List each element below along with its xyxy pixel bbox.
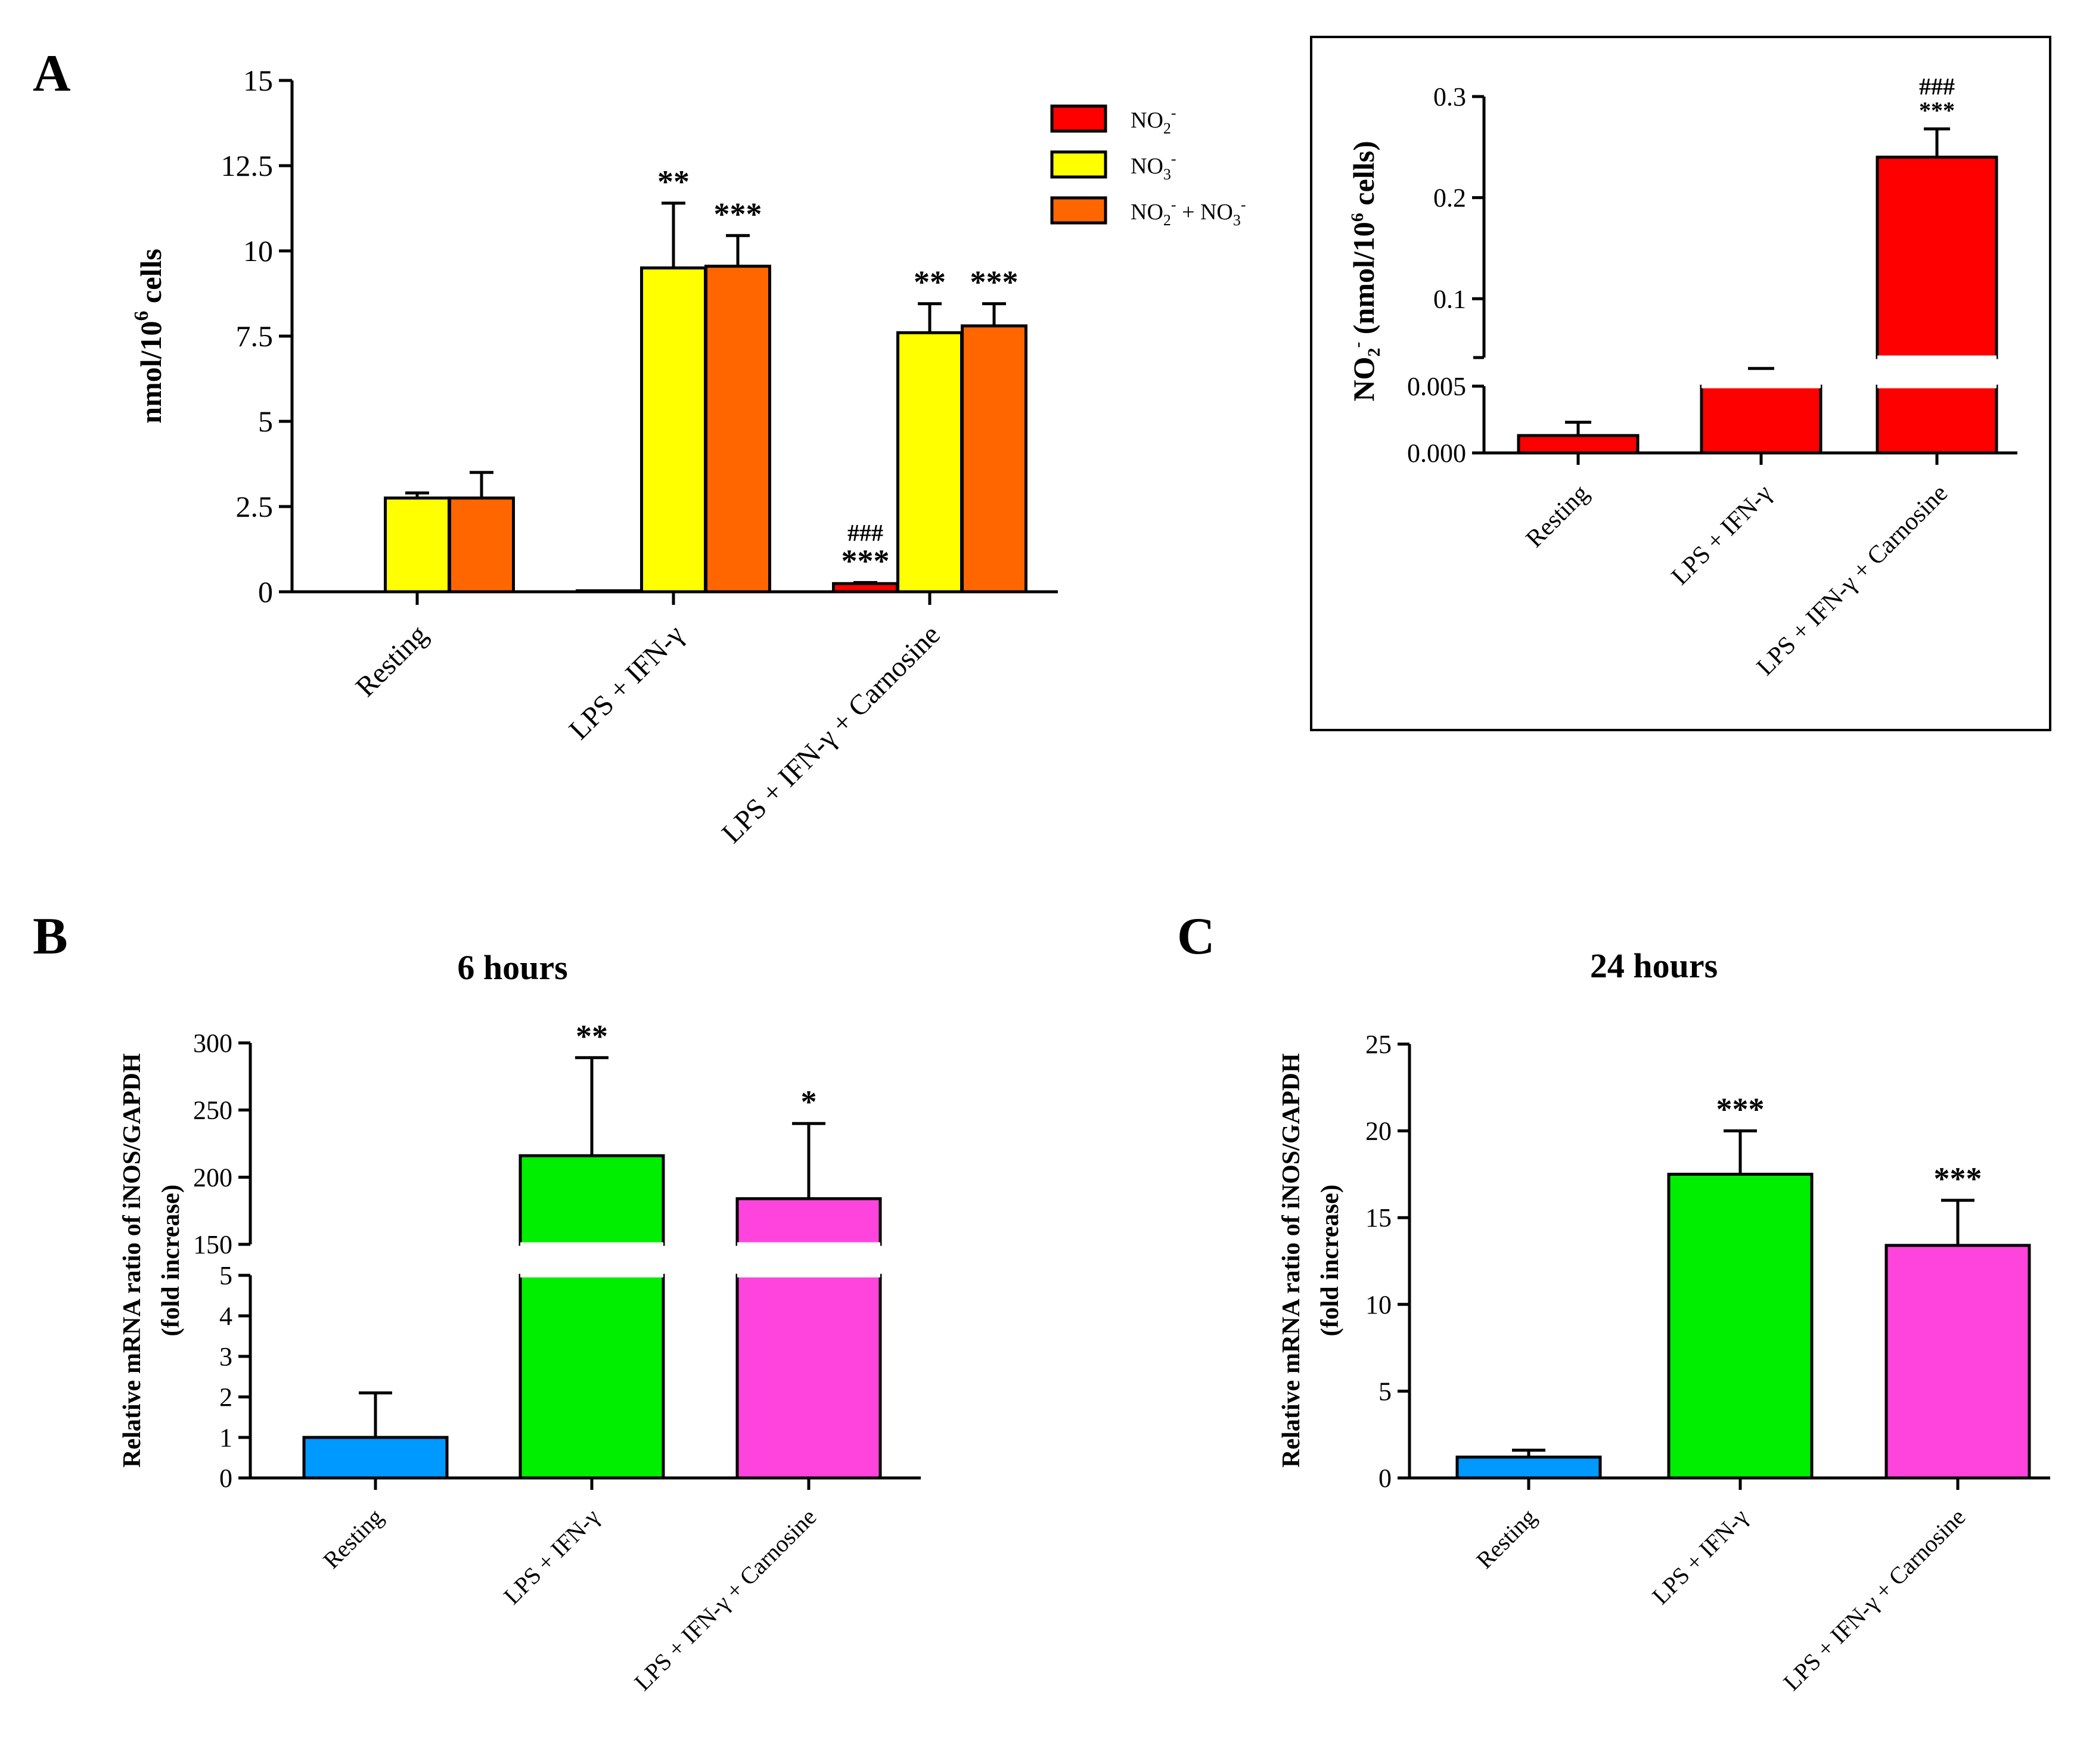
panel-a-x-tick-label: LPS + IFN-γ + Carnosine [716,619,946,849]
inset-bar-lower [1700,384,1822,455]
inset-x-tick-label: LPS + IFN-γ + Carnosine [1752,480,1953,681]
inset-bar [1517,434,1640,455]
inset-y-tick-label: 0.000 [1407,439,1466,468]
inset-y-axis-title: NO2- (nmol/106 cells) [1347,141,1384,401]
inset-bar-upper [1876,156,1998,359]
panel-a-legend-swatch [1050,104,1107,133]
panel-c-bar [1667,1172,1814,1480]
inset-y-tick-label: 0.2 [1433,184,1466,213]
panel-a-significance: ** [914,265,946,300]
panel-a-bar [448,496,515,594]
panel-a-y-tick-label: 5 [258,405,273,438]
panel-a-legend-swatch [1050,150,1107,179]
panel-c-x-tick-label: Resting [1471,1504,1541,1574]
panel-c-title: 24 hours [1590,946,1718,985]
panel-c-significance: *** [1716,1092,1765,1128]
panel-b-y-tick-label: 3 [219,1342,232,1371]
panel-c-chart: 24 hours 0 5 10 15 20 25 Relative mRNA ratio of… [1278,946,2050,1695]
panel-a-legend-label: NO2- [1131,104,1176,137]
panel-a-y-axis-title: nmol/106 cells [131,249,167,423]
panel-a-bar [832,582,899,594]
panel-a-bar [384,496,451,594]
panel-a-bar [896,331,963,594]
panel-b-y-tick-label: 1 [219,1423,232,1452]
panel-a-chart: 0 2.5 5 7.5 10 12.5 15 nmol/106 cells Resting LPS… [131,64,1246,849]
panel-a-significance: *** [714,196,762,232]
panel-letter-b: B [33,908,68,965]
panel-b-y-tick-label: 0 [219,1464,232,1493]
panel-b-y-tick-label: 250 [193,1096,232,1125]
panel-b-y-tick-label: 4 [219,1302,232,1331]
panel-b-y-axis-subtitle: (fold increase) [157,1185,185,1337]
panel-a-x-tick-label: Resting [350,619,434,703]
panel-b-y-axis-title: Relative mRNA ratio of iNOS/GAPDH [119,1053,146,1467]
inset-x-tick-label: LPS + IFN-γ [1666,480,1777,591]
panel-c-y-tick-label: 15 [1365,1203,1392,1232]
inset-y-tick-label: 0.005 [1407,372,1466,401]
panel-a-significance-hash: ### [847,520,883,546]
panel-c-y-tick-label: 5 [1378,1377,1392,1406]
panel-b-bar-lower [518,1274,665,1480]
panel-c-y-tick-label: 0 [1378,1464,1392,1493]
panel-a-bar [961,324,1027,594]
panel-b-y-tick-label: 200 [193,1163,232,1192]
inset-y-tick-label: 0.3 [1433,82,1466,111]
panel-a-inset-chart: 0.000 0.005 0.1 0.2 0.3 NO2- (nmol/106 cells)… [1347,73,2017,681]
panel-b-y-tick-label: 5 [219,1261,232,1290]
panel-a-legend-label: NO2- + NO3- [1131,196,1246,229]
panel-a-significance: *** [970,265,1019,300]
panel-a-y-tick-label: 12.5 [221,149,274,182]
panel-a-y-tick-label: 0 [258,575,273,608]
inset-x-tick-label: Resting [1521,480,1594,553]
panel-a-y-tick-label: 2.5 [236,490,274,523]
inset-significance-hash: ### [1919,73,1955,100]
panel-letter-a: A [33,45,71,103]
panel-a-significance: *** [842,544,890,579]
panel-b-bar-lower [735,1274,882,1480]
panel-a-bar [640,266,707,594]
panel-c-x-tick-label: LPS + IFN-γ + Carnosine [1778,1504,1970,1696]
panel-b-y-tick-label: 150 [193,1230,232,1259]
panel-c-significance: *** [1934,1161,1982,1197]
panel-a-y-tick-label: 15 [243,64,273,97]
panel-b-title: 6 hours [457,948,567,987]
panel-b-bar [302,1436,449,1480]
panel-a-legend-swatch [1050,196,1107,225]
panel-c-y-axis-subtitle: (fold increase) [1317,1185,1344,1337]
panel-b-significance: ** [576,1018,608,1054]
panel-c-y-tick-label: 20 [1365,1117,1392,1146]
panel-a-significance: ** [657,164,690,200]
panel-b-bar-upper [735,1197,882,1246]
panel-b-x-tick-label: LPS + IFN-γ + Carnosine [629,1504,821,1696]
panel-c-x-tick-label: LPS + IFN-γ [1647,1504,1753,1610]
panel-b-y-tick-label: 300 [193,1029,232,1058]
panel-a-x-tick-label: LPS + IFN-γ [563,619,690,746]
panel-b-x-tick-label: Resting [318,1504,388,1574]
panel-c-y-axis-title: Relative mRNA ratio of iNOS/GAPDH [1278,1053,1305,1467]
inset-frame [1310,36,2051,731]
inset-y-tick-label: 0.1 [1433,284,1466,313]
panel-b-significance: * [801,1084,817,1120]
panel-a-y-tick-label: 10 [243,234,273,268]
panel-b-bar-upper [518,1154,665,1246]
panel-a-bar [576,589,642,594]
inset-bar-lower [1876,384,1998,455]
panel-c-y-tick-label: 25 [1365,1030,1392,1059]
panel-letter-c: C [1177,908,1215,965]
panel-a-bar [704,265,771,594]
panel-a-y-tick-label: 7.5 [236,319,274,353]
panel-c-y-tick-label: 10 [1365,1290,1392,1319]
inset-significance: *** [1919,97,1955,123]
panel-c-bar [1455,1455,1602,1480]
panel-b-x-tick-label: LPS + IFN-γ [498,1504,604,1610]
panel-c-bar [1884,1244,2031,1480]
panel-a-legend-label: NO3- [1131,150,1176,183]
panel-b-y-tick-label: 2 [219,1383,232,1412]
